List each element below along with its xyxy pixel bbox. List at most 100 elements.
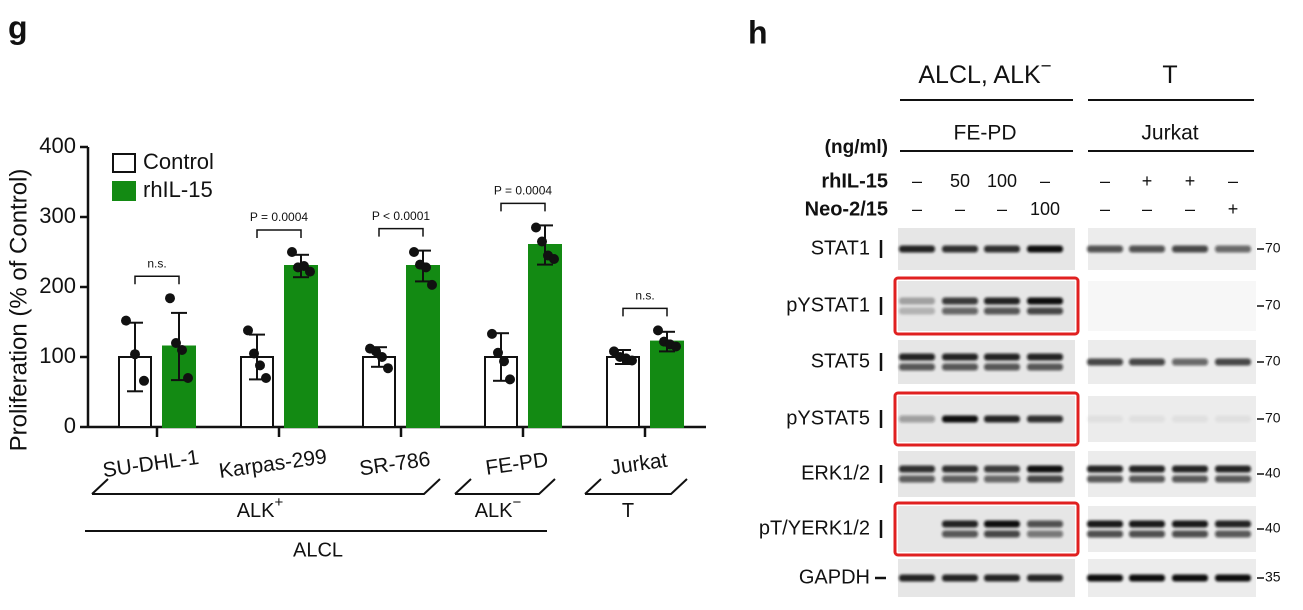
band <box>1215 530 1251 538</box>
band <box>1087 574 1123 582</box>
band <box>1215 415 1251 423</box>
blot-row-label: pYSTAT1 <box>786 294 870 316</box>
band <box>1172 358 1208 366</box>
data-point <box>243 325 253 336</box>
band <box>1027 307 1063 315</box>
data-point <box>261 373 271 383</box>
band <box>984 475 1020 483</box>
highlight-box <box>893 276 1080 336</box>
band <box>1215 520 1251 528</box>
group-bracket <box>91 478 441 495</box>
legend-swatch <box>112 153 136 173</box>
marker-label: 70 <box>1265 353 1281 369</box>
group-label: ALCL <box>293 539 343 561</box>
band <box>1027 465 1063 473</box>
band <box>1215 574 1251 582</box>
blot-group-label-sup: − <box>1041 55 1052 76</box>
bar <box>528 244 562 428</box>
band <box>984 297 1020 305</box>
blot-bands <box>942 520 1251 538</box>
band <box>899 574 935 582</box>
data-point <box>627 355 637 366</box>
highlight-box <box>893 391 1080 447</box>
data-point <box>377 352 387 362</box>
treatment-dose: 100 <box>987 171 1017 191</box>
x-tick-label: Jurkat <box>609 449 669 480</box>
data-point <box>177 345 187 355</box>
band <box>1027 363 1063 371</box>
band <box>984 530 1020 538</box>
band <box>1027 297 1063 305</box>
band <box>1172 465 1208 473</box>
group-label: ALK+ <box>237 494 284 522</box>
data-point <box>653 325 663 336</box>
blot-group-label: T <box>1162 61 1177 89</box>
band <box>1129 465 1165 473</box>
band <box>942 307 978 315</box>
band <box>984 307 1020 315</box>
band <box>899 297 935 305</box>
band <box>984 363 1020 371</box>
band <box>1027 353 1063 361</box>
blot-unit: (ng/ml) <box>825 137 888 158</box>
data-point <box>287 247 297 257</box>
blot-bands <box>899 465 1251 483</box>
legend-label: rhIL-15 <box>143 177 213 202</box>
treatment-dose: + <box>1228 199 1239 219</box>
legend-label: Control <box>143 149 214 174</box>
data-point <box>499 356 509 367</box>
significance-bracket <box>500 202 546 212</box>
band <box>1027 530 1063 538</box>
group-bracket <box>584 478 688 495</box>
band <box>1087 245 1123 253</box>
band <box>942 530 978 538</box>
data-point <box>531 222 541 233</box>
band <box>1172 415 1208 423</box>
significance-label: n.s. <box>147 256 166 270</box>
blot-row-label: pYSTAT5 <box>786 407 870 429</box>
band <box>984 415 1020 423</box>
treatment-dose: – <box>955 199 965 219</box>
data-point <box>139 375 149 386</box>
blot-cell-label: Jurkat <box>1141 122 1198 145</box>
significance-bracket <box>256 229 302 238</box>
group-label-main: ALK <box>475 500 513 522</box>
band <box>984 245 1020 253</box>
significance-bracket <box>378 227 424 237</box>
band <box>1172 530 1208 538</box>
marker-label: 40 <box>1265 465 1281 481</box>
data-point <box>505 374 515 385</box>
bar <box>606 356 640 428</box>
band <box>942 465 978 473</box>
band <box>1215 245 1251 253</box>
marker-label: 70 <box>1265 410 1281 426</box>
band <box>1129 358 1165 366</box>
band <box>942 363 978 371</box>
band <box>1129 574 1165 582</box>
group-label-main: ALK <box>237 500 275 522</box>
data-point <box>171 338 181 348</box>
y-tick-label: 200 <box>39 273 76 298</box>
band <box>1087 520 1123 528</box>
data-point <box>493 347 503 358</box>
y-tick-label: 300 <box>39 203 76 228</box>
data-point <box>255 360 265 371</box>
bar <box>406 265 440 428</box>
data-point <box>165 293 175 304</box>
blot-membrane <box>898 281 1075 331</box>
band <box>984 353 1020 361</box>
data-point <box>383 363 393 374</box>
band <box>1087 358 1123 366</box>
y-tick-label: 400 <box>39 133 76 158</box>
marker-label: 35 <box>1265 569 1281 585</box>
band <box>984 520 1020 528</box>
band <box>1129 530 1165 538</box>
blot-row-label: STAT1 <box>811 237 870 259</box>
data-point <box>671 341 681 352</box>
blot-group-label: ALCL, ALK− <box>918 55 1051 89</box>
data-point <box>249 348 259 359</box>
treatment-dose: – <box>1040 171 1050 191</box>
group-label-sup: + <box>275 494 284 511</box>
bar <box>650 340 684 429</box>
treatment-dose: – <box>1100 171 1110 191</box>
